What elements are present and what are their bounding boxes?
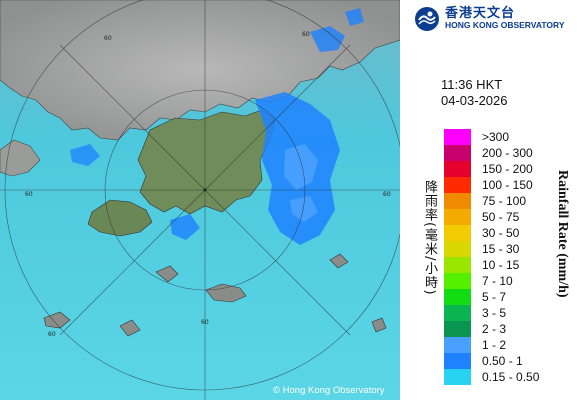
radar-center-marker bbox=[203, 188, 207, 192]
rain-echo-west bbox=[70, 144, 100, 166]
legend-row: 1 - 2 bbox=[444, 337, 506, 353]
legend-swatch bbox=[444, 337, 471, 353]
legend-label: 200 - 300 bbox=[482, 146, 533, 160]
legend-row: 100 - 150 bbox=[444, 177, 533, 193]
side-panel: 香港天文台 HONG KONG OBSERVATORY 11:36 HKT 04… bbox=[400, 0, 577, 400]
legend-label: 75 - 100 bbox=[482, 194, 527, 208]
ring-label: 60 bbox=[302, 31, 310, 38]
legend-swatch bbox=[444, 177, 471, 193]
legend-row: 30 - 50 bbox=[444, 225, 519, 241]
island-east-2 bbox=[371, 317, 387, 333]
legend-row: 15 - 30 bbox=[444, 241, 519, 257]
legend-swatch bbox=[444, 161, 471, 177]
rain-echo-mid bbox=[170, 214, 200, 240]
legend-label: 7 - 10 bbox=[482, 274, 513, 288]
observatory-logo: 香港天文台 HONG KONG OBSERVATORY bbox=[414, 6, 565, 32]
island-south-1 bbox=[205, 283, 247, 303]
hko-emblem-icon bbox=[415, 7, 439, 31]
timestamp-date: 04-03-2026 bbox=[441, 93, 508, 108]
legend-row: >300 bbox=[444, 129, 509, 145]
legend-label: >300 bbox=[482, 130, 510, 144]
legend-swatch bbox=[444, 241, 471, 257]
legend-label: 2 - 3 bbox=[482, 322, 507, 336]
legend-swatch bbox=[444, 145, 471, 161]
legend-row: 150 - 200 bbox=[444, 161, 533, 177]
legend-swatch bbox=[444, 273, 471, 289]
radar-map: 60 60 60 60 60 60 bbox=[0, 0, 400, 400]
ring-label: 60 bbox=[201, 319, 209, 326]
mainland-land bbox=[0, 0, 400, 141]
legend-row: 7 - 10 bbox=[444, 273, 513, 289]
legend-label: 100 - 150 bbox=[482, 178, 533, 192]
rain-echo-north bbox=[310, 26, 345, 52]
legend-row: 5 - 7 bbox=[444, 289, 506, 305]
legend-row: 0.50 - 1 bbox=[444, 353, 523, 369]
legend-row: 0.15 - 0.50 bbox=[444, 369, 539, 385]
legend-label: 10 - 15 bbox=[482, 258, 520, 272]
legend-swatch bbox=[444, 193, 471, 209]
legend-swatch bbox=[444, 321, 471, 337]
legend-swatch bbox=[444, 353, 471, 369]
lantau-island bbox=[87, 199, 153, 237]
legend-row: 2 - 3 bbox=[444, 321, 506, 337]
ring-label: 60 bbox=[383, 191, 391, 198]
west-peninsula-land bbox=[0, 139, 41, 177]
legend-label: 1 - 2 bbox=[482, 338, 507, 352]
timestamp-time: 11:36 HKT bbox=[441, 77, 503, 92]
legend-swatch bbox=[444, 369, 471, 385]
legend-label: 3 - 5 bbox=[482, 306, 507, 320]
legend-title-en: Rainfall Rate (mm/h) bbox=[555, 170, 570, 298]
legend-swatch bbox=[444, 129, 471, 145]
legend-label: 50 - 75 bbox=[482, 210, 520, 224]
island-east-1 bbox=[329, 253, 349, 269]
legend-label: 5 - 7 bbox=[482, 290, 507, 304]
rain-echo-moderate bbox=[284, 144, 318, 190]
rain-echo-northeast bbox=[345, 8, 364, 26]
island-south-2 bbox=[43, 311, 71, 329]
logo-name-en: HONG KONG OBSERVATORY bbox=[445, 20, 565, 31]
logo-name-cn: 香港天文台 bbox=[445, 6, 516, 22]
legend-row: 200 - 300 bbox=[444, 145, 533, 161]
range-rings bbox=[0, 0, 400, 400]
legend-label: 0.50 - 1 bbox=[482, 354, 523, 368]
island-south-4 bbox=[119, 319, 141, 337]
legend-label: 15 - 30 bbox=[482, 242, 520, 256]
legend-swatch bbox=[444, 209, 471, 225]
legend-label: 0.15 - 0.50 bbox=[482, 370, 540, 384]
legend-label: 150 - 200 bbox=[482, 162, 533, 176]
hong-kong-land bbox=[137, 109, 276, 215]
ring-label: 60 bbox=[25, 191, 33, 198]
island-south-3 bbox=[155, 265, 179, 283]
legend-swatch bbox=[444, 305, 471, 321]
legend-row: 75 - 100 bbox=[444, 193, 526, 209]
legend-row: 50 - 75 bbox=[444, 209, 519, 225]
legend-swatch bbox=[444, 257, 471, 273]
copyright-notice: © Hong Kong Observatory bbox=[273, 385, 385, 396]
legend-swatch bbox=[444, 225, 471, 241]
rainfall-legend: >300 200 - 300 150 - 200 100 - 150 75 - 100 5… bbox=[444, 129, 539, 385]
rain-echo-moderate-2 bbox=[290, 196, 318, 222]
legend-row: 10 - 15 bbox=[444, 257, 519, 273]
legend-label: 30 - 50 bbox=[482, 226, 520, 240]
timestamp: 11:36 HKT 04-03-2026 bbox=[441, 77, 508, 109]
legend-title-cn: 降雨率(毫米/小時) bbox=[422, 180, 437, 296]
legend-swatch bbox=[444, 289, 471, 305]
ring-label: 60 bbox=[48, 331, 56, 338]
ring-label: 60 bbox=[104, 35, 112, 42]
legend-row: 3 - 5 bbox=[444, 305, 506, 321]
